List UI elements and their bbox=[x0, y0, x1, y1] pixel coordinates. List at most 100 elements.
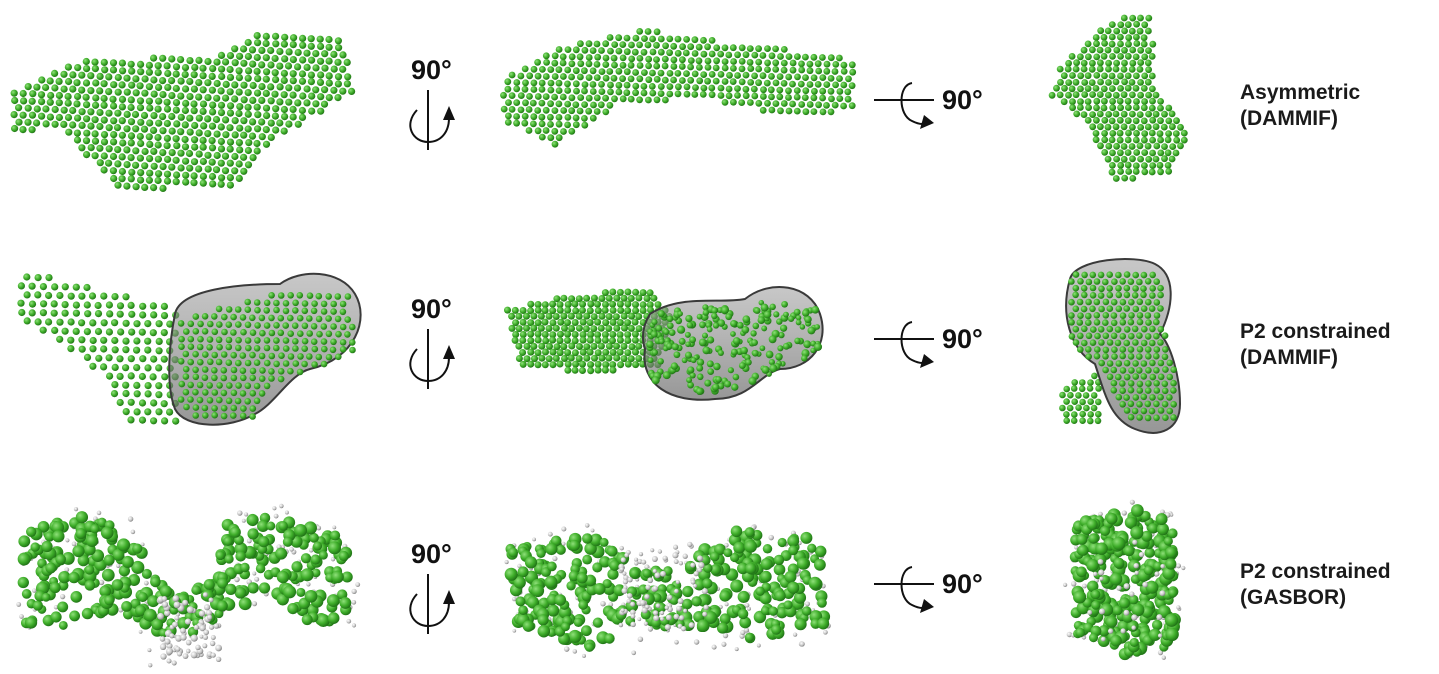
bead bbox=[1093, 298, 1101, 306]
bead bbox=[192, 373, 200, 381]
bead bbox=[204, 130, 212, 138]
bead bbox=[164, 83, 172, 91]
bead bbox=[534, 319, 542, 327]
bead bbox=[1110, 379, 1118, 387]
bead bbox=[235, 74, 243, 82]
bead bbox=[137, 592, 148, 603]
bead bbox=[691, 50, 699, 57]
row-p2-dammif: 90° 90° bbox=[0, 224, 1439, 448]
bead bbox=[744, 527, 755, 538]
bead bbox=[144, 408, 152, 416]
bead bbox=[1136, 414, 1143, 421]
bead bbox=[1102, 312, 1110, 319]
bead bbox=[1115, 305, 1123, 313]
bead bbox=[1121, 174, 1129, 182]
bead bbox=[631, 318, 639, 326]
bead bbox=[325, 330, 333, 338]
bead bbox=[1094, 332, 1101, 340]
bead bbox=[299, 34, 307, 42]
bead bbox=[313, 541, 323, 551]
bead bbox=[628, 41, 635, 49]
bead bbox=[682, 585, 694, 598]
bead bbox=[689, 336, 697, 344]
bead bbox=[1105, 91, 1112, 99]
bead bbox=[258, 375, 266, 382]
bead bbox=[1148, 53, 1156, 60]
bead bbox=[616, 319, 624, 326]
bead bbox=[144, 382, 152, 390]
bead bbox=[192, 388, 199, 396]
bead bbox=[572, 649, 578, 654]
bead bbox=[100, 292, 108, 300]
bead bbox=[657, 35, 665, 43]
bead bbox=[178, 343, 185, 350]
bead bbox=[543, 59, 550, 66]
bead bbox=[181, 64, 190, 72]
bead bbox=[1106, 373, 1114, 381]
bead bbox=[253, 359, 261, 366]
bead bbox=[717, 349, 724, 356]
bead bbox=[1108, 168, 1116, 176]
bead bbox=[500, 91, 507, 99]
bead bbox=[221, 167, 230, 175]
bead bbox=[100, 138, 109, 146]
bead bbox=[1116, 97, 1124, 105]
bead bbox=[601, 306, 609, 314]
bead bbox=[643, 621, 648, 626]
bead bbox=[316, 525, 322, 531]
bead bbox=[738, 362, 746, 370]
bead bbox=[299, 56, 307, 64]
model-view-top bbox=[1048, 14, 1188, 182]
bead bbox=[136, 97, 145, 105]
bead bbox=[349, 339, 356, 346]
bead bbox=[1161, 387, 1169, 395]
bead bbox=[200, 122, 208, 130]
bead bbox=[704, 610, 718, 625]
bead bbox=[589, 47, 597, 54]
bead bbox=[231, 131, 239, 139]
bead bbox=[253, 139, 261, 148]
bead bbox=[84, 564, 95, 575]
bead bbox=[1162, 346, 1169, 353]
bead bbox=[758, 299, 765, 306]
bead bbox=[216, 343, 223, 351]
bead bbox=[555, 120, 563, 128]
bead bbox=[172, 99, 181, 107]
bead bbox=[1101, 97, 1108, 105]
bead bbox=[1140, 271, 1148, 279]
bead bbox=[132, 125, 140, 133]
bead bbox=[1125, 34, 1133, 42]
bead bbox=[281, 55, 289, 63]
bead bbox=[1165, 130, 1172, 137]
bead bbox=[1097, 142, 1104, 150]
bead bbox=[627, 355, 635, 363]
bead bbox=[1125, 104, 1132, 111]
bead bbox=[764, 45, 771, 52]
bead bbox=[293, 84, 302, 92]
bead bbox=[556, 360, 564, 368]
rotation-vertical-axis: 90° bbox=[395, 50, 485, 160]
bead bbox=[177, 320, 185, 327]
bead bbox=[64, 113, 73, 122]
bead bbox=[272, 76, 280, 84]
bead bbox=[136, 82, 144, 90]
bead bbox=[100, 345, 108, 353]
bead bbox=[512, 319, 520, 327]
bead bbox=[1141, 21, 1149, 29]
row-label: P2 constrained (DAMMIF) bbox=[1240, 319, 1391, 371]
bead bbox=[1136, 66, 1144, 73]
bead bbox=[542, 73, 550, 80]
bead bbox=[330, 308, 337, 315]
bead bbox=[119, 67, 127, 75]
bead bbox=[75, 528, 87, 540]
bead bbox=[339, 346, 347, 353]
bead bbox=[192, 328, 200, 335]
bead bbox=[114, 73, 122, 82]
bead bbox=[160, 653, 167, 660]
bead bbox=[1075, 404, 1082, 411]
bead bbox=[1081, 271, 1088, 279]
bead bbox=[244, 337, 252, 344]
bead bbox=[164, 609, 171, 617]
bead bbox=[310, 338, 318, 345]
bead bbox=[651, 349, 658, 356]
